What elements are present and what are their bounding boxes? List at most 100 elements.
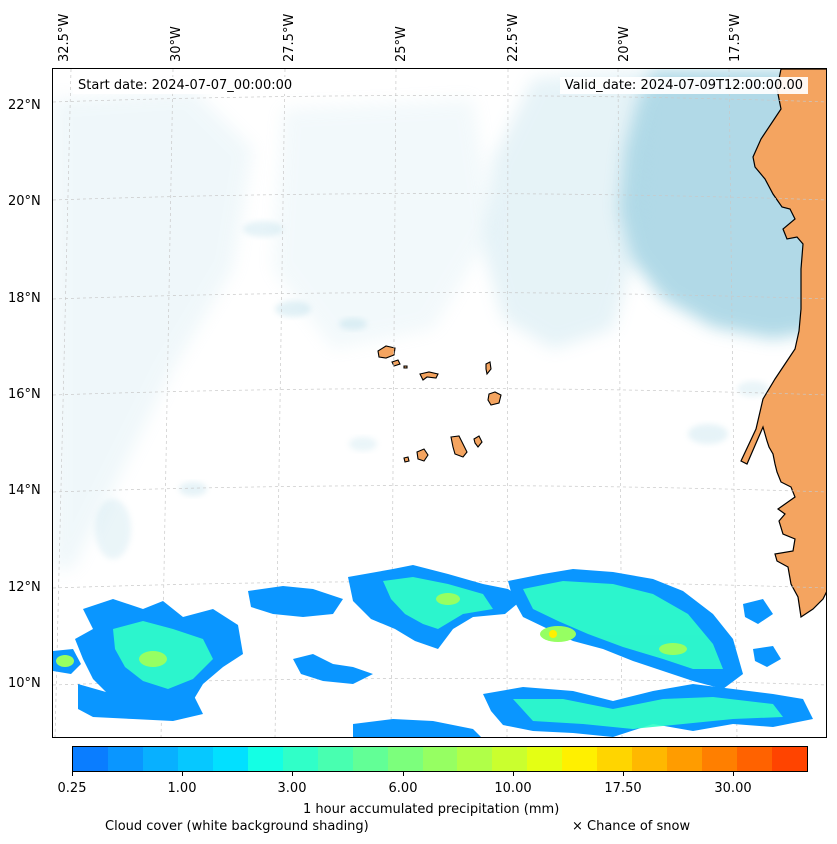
colorbar-segment — [352, 747, 388, 771]
colorbar-segment — [667, 747, 703, 771]
lon-label-20w: 20°W — [617, 26, 632, 62]
colorbar-segment — [422, 747, 458, 771]
island-santiago — [450, 435, 468, 458]
precip-cell-southwest — [78, 684, 203, 721]
cloud-cover-layer — [53, 69, 826, 569]
colorbar-tick-label: 30.00 — [714, 781, 752, 796]
cloud-patch — [339, 318, 367, 330]
cloud-patch — [275, 301, 311, 317]
colorbar-segment — [737, 747, 773, 771]
colorbar-segment — [142, 747, 178, 771]
island-fogo — [416, 448, 429, 462]
colorbar-segment — [317, 747, 353, 771]
gridline-lat-20 — [53, 193, 826, 201]
colorbar-segment — [177, 747, 213, 771]
colorbar-segment — [107, 747, 143, 771]
precip-peak — [56, 655, 74, 667]
colorbar-segment — [492, 747, 528, 771]
island-boa-vista — [487, 391, 502, 406]
colorbar-tickmark — [513, 772, 514, 776]
island-santa-luzia — [403, 365, 408, 369]
colorbar-tick-label: 10.00 — [494, 781, 532, 796]
island-santo-antao — [377, 345, 396, 359]
colorbar-tick-label: 0.25 — [57, 781, 87, 796]
lon-label-27-5w: 27.5°W — [282, 13, 297, 62]
precip-cell-central-west — [248, 586, 343, 617]
colorbar-segment — [702, 747, 738, 771]
colorbar-segment — [457, 747, 493, 771]
lat-label-14n: 14°N — [8, 483, 41, 498]
precip-peak — [540, 626, 576, 642]
lon-label-30w: 30°W — [169, 26, 184, 62]
west-africa-land — [740, 69, 826, 619]
cloud-haze-central — [273, 99, 493, 349]
island-sal — [485, 361, 492, 376]
colorbar-segment — [247, 747, 283, 771]
precipitation-colorbar — [72, 746, 808, 772]
cloud-cover-note: Cloud cover (white background shading) — [105, 819, 369, 834]
colorbar-segment — [212, 747, 248, 771]
colorbar-tickmark — [292, 772, 293, 776]
colorbar-segment — [597, 747, 633, 771]
lat-label-20n: 20°N — [8, 194, 41, 209]
snow-chance-note: × Chance of snow — [572, 819, 691, 834]
colorbar-segment — [772, 747, 808, 771]
colorbar-tickmark — [623, 772, 624, 776]
colorbar-segment — [527, 747, 563, 771]
lat-label-12n: 12°N — [8, 580, 41, 595]
gridline-lat-18 — [53, 292, 826, 300]
island-sao-nicolau — [419, 371, 439, 381]
colorbar-segment — [632, 747, 668, 771]
island-brava — [403, 456, 410, 463]
cloud-patch — [179, 482, 207, 496]
colorbar-tick-label: 1.00 — [167, 781, 197, 796]
cape-verde-islands — [377, 345, 502, 463]
gridline-lon-27-5 — [274, 69, 286, 737]
cloud-patch — [95, 499, 131, 559]
colorbar-segment — [73, 747, 108, 771]
cloud-haze-west — [53, 89, 253, 569]
colorbar-segment — [562, 747, 598, 771]
precipitation-layer — [53, 565, 813, 737]
precip-peak — [436, 593, 460, 605]
gridline-lat-14 — [53, 485, 826, 493]
precip-core-south — [513, 697, 783, 729]
lat-label-18n: 18°N — [8, 291, 41, 306]
colorbar-tick-label: 3.00 — [277, 781, 307, 796]
colorbar-tick-label: 6.00 — [388, 781, 418, 796]
gridline-lon-22-5 — [506, 69, 509, 737]
precip-peak — [139, 651, 167, 667]
colorbar-title: 1 hour accumulated precipitation (mm) — [303, 802, 560, 817]
lat-label-22n: 22°N — [8, 98, 41, 113]
lon-label-25w: 25°W — [394, 26, 409, 62]
precip-heavy-cores — [56, 593, 687, 667]
lon-label-32-5w: 32.5°W — [57, 13, 72, 62]
cloud-patch — [243, 221, 283, 237]
gridline-lat-22 — [53, 95, 826, 103]
map-canvas — [53, 69, 826, 737]
colorbar-tickmark — [72, 772, 73, 776]
colorbar-tickmark — [403, 772, 404, 776]
lon-label-17-5w: 17.5°W — [728, 13, 743, 62]
cloud-haze-north — [483, 69, 653, 349]
island-sao-vicente — [391, 359, 401, 367]
lon-label-22-5w: 22.5°W — [506, 13, 521, 62]
precip-cell-east-tiny — [753, 646, 781, 667]
colorbar-tickmark — [182, 772, 183, 776]
island-maio — [473, 435, 483, 448]
land-layer — [740, 69, 826, 619]
precip-max — [549, 630, 557, 638]
start-date-label: Start date: 2024-07-07_00:00:00 — [73, 77, 298, 94]
precip-core-central — [383, 577, 493, 629]
lat-label-10n: 10°N — [8, 676, 41, 691]
gridline-lat-16 — [53, 388, 826, 396]
valid-date-label: Valid_date: 2024-07-09T12:00:00.00 — [559, 77, 808, 94]
lat-label-16n: 16°N — [8, 387, 41, 402]
precip-cell-mid-south — [293, 654, 373, 684]
gridline-lon-32-5 — [54, 69, 72, 737]
colorbar-tickmark — [733, 772, 734, 776]
colorbar-tick-label: 17.50 — [604, 781, 642, 796]
map-frame: Start date: 2024-07-07_00:00:00 Valid_da… — [52, 68, 827, 738]
cloud-patch — [349, 437, 377, 451]
colorbar-segment — [387, 747, 423, 771]
